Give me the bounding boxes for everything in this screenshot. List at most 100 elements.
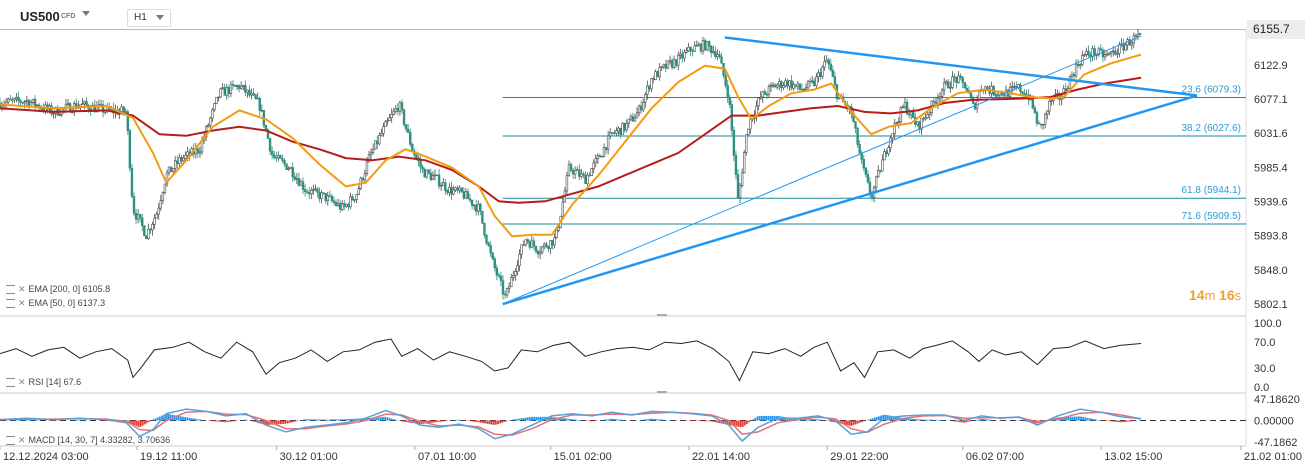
candle-body bbox=[196, 148, 200, 154]
macd-histogram-bar bbox=[726, 420, 729, 425]
close-icon[interactable]: ✕ bbox=[18, 435, 26, 445]
macd-histogram-bar bbox=[231, 420, 233, 422]
macd-legend[interactable]: ✕ MACD [14, 30, 7] 4.33282, 3.70636 bbox=[6, 435, 170, 446]
macd-histogram-bar bbox=[322, 419, 325, 421]
macd-histogram-bar bbox=[984, 419, 987, 421]
candle-body bbox=[654, 71, 657, 80]
macd-histogram-bar bbox=[433, 420, 436, 423]
chevron-down-icon[interactable] bbox=[82, 11, 90, 16]
candle-body bbox=[225, 87, 228, 96]
candle-body bbox=[211, 109, 214, 119]
candle-body bbox=[1130, 42, 1133, 46]
macd-histogram-bar bbox=[416, 420, 418, 424]
rsi-legend[interactable]: ✕ RSI [14] 67.6 bbox=[6, 377, 81, 388]
macd-histogram-bar bbox=[814, 419, 816, 421]
settings-icon[interactable] bbox=[6, 299, 15, 309]
macd-histogram-bar bbox=[605, 419, 608, 421]
candle-body bbox=[664, 64, 668, 69]
fib-label-38.2: 38.2 (6027.6) bbox=[1182, 123, 1242, 134]
macd-histogram-bar bbox=[982, 418, 985, 421]
ema200-legend[interactable]: ✕ EMA [200, 0] 6105.8 bbox=[6, 284, 110, 295]
macd-histogram-bar bbox=[863, 420, 865, 422]
candle-body bbox=[369, 152, 373, 156]
macd-histogram-bar bbox=[394, 419, 397, 421]
macd-histogram-bar bbox=[335, 419, 338, 421]
macd-histogram-bar bbox=[533, 416, 536, 421]
fibonacci-levels[interactable]: 23.6 (6079.3) 38.2 (6027.6) 61.8 (5944.1) 7… bbox=[502, 85, 1246, 225]
macd-histogram-bar bbox=[339, 419, 342, 421]
candle-body bbox=[237, 85, 241, 89]
candle-body bbox=[256, 97, 259, 100]
candle-body bbox=[1072, 74, 1076, 77]
macd-histogram-bar bbox=[152, 419, 155, 421]
candle-body bbox=[609, 132, 612, 137]
candle-body bbox=[341, 203, 344, 210]
macd-histogram-bar bbox=[471, 420, 474, 422]
macd-histogram-bar bbox=[903, 418, 906, 421]
candle-body bbox=[266, 129, 270, 139]
macd-histogram-bar bbox=[526, 417, 529, 421]
candle-body bbox=[207, 125, 210, 127]
candle-body bbox=[217, 96, 220, 99]
candle-body bbox=[856, 127, 859, 145]
candle-body bbox=[285, 163, 288, 170]
ema50-legend[interactable]: ✕ EMA [50, 0] 6137.3 bbox=[6, 298, 105, 309]
candle-body bbox=[963, 82, 966, 89]
candle-body bbox=[378, 135, 381, 145]
fib-label-23.6: 23.6 (6079.3) bbox=[1182, 85, 1242, 96]
macd-histogram-bar bbox=[648, 418, 650, 421]
macd-histogram-bar bbox=[820, 419, 823, 421]
macd-legend-label: MACD [14, 30, 7] 4.33282, 3.70636 bbox=[28, 435, 171, 445]
settings-icon[interactable] bbox=[6, 285, 15, 295]
macd-histogram-bar bbox=[699, 420, 702, 422]
macd-histogram-bar bbox=[833, 420, 836, 423]
candle-body bbox=[586, 174, 589, 184]
macd-histogram-bar bbox=[877, 416, 880, 421]
trendlines[interactable] bbox=[502, 35, 1198, 306]
candle-body bbox=[136, 214, 140, 220]
candle-body bbox=[905, 102, 909, 115]
candle-body bbox=[604, 147, 608, 150]
candle-body bbox=[174, 160, 177, 169]
candle-body bbox=[530, 240, 534, 248]
candle-body bbox=[668, 60, 672, 62]
candle-body bbox=[578, 169, 581, 177]
close-icon[interactable]: ✕ bbox=[18, 284, 26, 294]
candle-body bbox=[171, 168, 175, 173]
macd-histogram-bar bbox=[145, 420, 148, 424]
macd-histogram-bar bbox=[843, 420, 846, 425]
macd-histogram-bar bbox=[314, 419, 316, 421]
macd-histogram-bar bbox=[535, 416, 538, 421]
close-icon[interactable]: ✕ bbox=[18, 298, 26, 308]
candle-body bbox=[386, 120, 389, 123]
candle-body bbox=[924, 117, 927, 120]
candle-body bbox=[376, 140, 379, 145]
candle-body bbox=[1019, 84, 1022, 92]
candle-body bbox=[99, 104, 103, 106]
candle-body bbox=[555, 230, 558, 238]
candle-body bbox=[138, 214, 142, 219]
candle-body bbox=[66, 103, 70, 105]
candle-body bbox=[573, 170, 577, 175]
time-tick-label: 13.02 15:00 bbox=[1104, 451, 1162, 463]
close-icon[interactable]: ✕ bbox=[18, 377, 26, 387]
timeframe-select[interactable]: H1 bbox=[127, 9, 171, 27]
settings-icon[interactable] bbox=[6, 378, 15, 388]
symbol-name[interactable]: US500 bbox=[20, 9, 60, 24]
candle-body bbox=[520, 244, 523, 255]
macd-histogram-bar bbox=[743, 420, 746, 426]
candle-body bbox=[1091, 48, 1094, 57]
macd-histogram-bar bbox=[1131, 420, 1133, 422]
candle-body bbox=[953, 76, 956, 78]
candle-body bbox=[215, 96, 218, 104]
candle-body bbox=[1122, 43, 1125, 51]
candle-body bbox=[516, 265, 519, 272]
macd-histogram-bar bbox=[501, 420, 504, 423]
settings-icon[interactable] bbox=[6, 436, 15, 446]
candle-body bbox=[1136, 33, 1140, 37]
candle-body bbox=[305, 191, 309, 193]
macd-histogram-bar bbox=[33, 419, 35, 421]
candle-body bbox=[1124, 44, 1127, 51]
candle-body bbox=[747, 128, 750, 135]
macd-histogram-bar bbox=[663, 419, 665, 421]
